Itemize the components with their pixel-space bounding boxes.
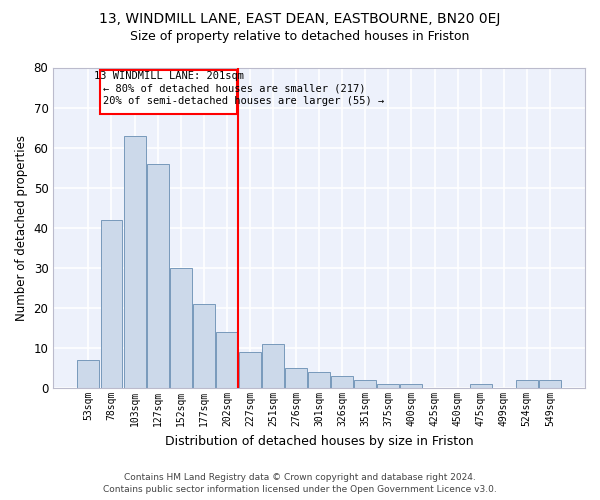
X-axis label: Distribution of detached houses by size in Friston: Distribution of detached houses by size … [165,434,473,448]
Bar [539,380,561,388]
Text: 20% of semi-detached houses are larger (55) →: 20% of semi-detached houses are larger (… [103,96,385,106]
Bar [101,220,122,388]
Text: 13, WINDMILL LANE, EAST DEAN, EASTBOURNE, BN20 0EJ: 13, WINDMILL LANE, EAST DEAN, EASTBOURNE… [100,12,500,26]
Bar [377,384,400,388]
Bar [400,384,422,388]
Text: ← 80% of detached houses are smaller (217): ← 80% of detached houses are smaller (21… [103,84,366,94]
Text: Size of property relative to detached houses in Friston: Size of property relative to detached ho… [130,30,470,43]
Text: Contains HM Land Registry data © Crown copyright and database right 2024.
Contai: Contains HM Land Registry data © Crown c… [103,472,497,494]
Y-axis label: Number of detached properties: Number of detached properties [15,135,28,321]
Bar [146,164,169,388]
Bar [216,332,238,388]
Bar [124,136,146,388]
Bar [331,376,353,388]
Bar [470,384,491,388]
Bar [193,304,215,388]
Text: 13 WINDMILL LANE: 201sqm: 13 WINDMILL LANE: 201sqm [94,71,244,81]
Bar [77,360,100,388]
Bar [355,380,376,388]
Bar [285,368,307,388]
Bar [239,352,261,388]
Bar [170,268,191,388]
Bar [262,344,284,388]
FancyBboxPatch shape [100,70,237,114]
Bar [516,380,538,388]
Bar [308,372,330,388]
